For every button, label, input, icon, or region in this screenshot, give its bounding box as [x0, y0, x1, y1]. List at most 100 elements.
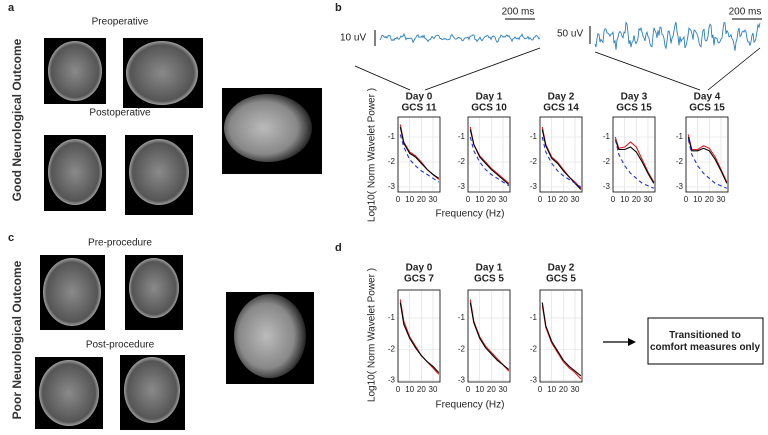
y-tick-label: -2 — [458, 157, 466, 166]
plot-frame — [539, 116, 583, 193]
x-tick-label: 0 — [538, 385, 543, 394]
x-tick-label: 30 — [429, 195, 438, 204]
y-tick-label: -3 — [388, 376, 396, 385]
plot-title: Day 0 — [406, 92, 433, 103]
x-tick-label: 10 — [475, 195, 484, 204]
spectrum-line — [399, 134, 440, 183]
x-tick-label: 10 — [405, 195, 414, 204]
x-tick-label: 0 — [396, 195, 401, 204]
y-tick-label: -1 — [530, 313, 538, 322]
image-caption: Pre-procedure — [88, 238, 152, 249]
panel-label: d — [335, 242, 342, 254]
y-axis-label: Log10( Norm Wavelet Power ) — [367, 268, 378, 402]
plot-title: GCS 14 — [543, 103, 579, 114]
plot-frame — [612, 116, 656, 193]
x-tick-label: 0 — [466, 195, 471, 204]
note: Transitioned to comfort measures only — [650, 330, 760, 353]
x-tick-label: 30 — [499, 195, 508, 204]
x-tick-label: 30 — [717, 195, 726, 204]
ct-images — [44, 38, 322, 215]
x-tick-label: 20 — [632, 195, 641, 204]
plot-frame — [467, 116, 511, 193]
x-tick-label: 30 — [499, 385, 508, 394]
spectrum-line — [614, 139, 655, 184]
image-caption: Post-procedure — [86, 340, 155, 351]
plot-title: GCS 5 — [474, 274, 504, 285]
plot-frame — [397, 116, 441, 193]
connector-lines — [354, 47, 761, 91]
x-tick-label: 0 — [466, 385, 471, 394]
y-tick-label: -1 — [388, 132, 396, 141]
x-tick-label: 20 — [487, 195, 496, 204]
x-tick-label: 30 — [644, 195, 653, 204]
plot-title: Day 1 — [476, 263, 503, 274]
x-tick-label: 10 — [547, 385, 556, 394]
panel-label: b — [335, 2, 342, 14]
y-tick-label: -1 — [388, 313, 396, 322]
y-tick-label: -1 — [458, 132, 466, 141]
y-tick-label: -3 — [530, 182, 538, 191]
plot-frame — [467, 289, 511, 383]
plot-frame — [685, 116, 729, 193]
plot-title: Day 3 — [621, 92, 648, 103]
plot-title: GCS 15 — [616, 103, 652, 114]
image-caption: Preoperative — [92, 17, 149, 28]
x-tick-label: 0 — [684, 195, 689, 204]
ct-images — [35, 255, 314, 430]
x-tick-label: 20 — [559, 385, 568, 394]
x-tick-label: 20 — [417, 385, 426, 394]
plot-title: GCS 15 — [689, 103, 725, 114]
y-tick-label: -1 — [603, 132, 611, 141]
x-tick-label: 20 — [417, 195, 426, 204]
y-tick-label: -2 — [530, 344, 538, 353]
x-tick-label: 20 — [487, 385, 496, 394]
plot-title: GCS 7 — [404, 274, 434, 285]
y-tick-label: -3 — [458, 376, 466, 385]
plot-frame — [397, 289, 441, 383]
y-tick-label: -3 — [388, 182, 396, 191]
spectrum-line — [469, 129, 510, 185]
plot-title: GCS 5 — [546, 274, 576, 285]
y-tick-label: -3 — [530, 376, 538, 385]
row-label: Poor Neurological Outcome — [10, 260, 24, 419]
scale-amplitude: 10 uV — [340, 33, 366, 44]
x-tick-label: 30 — [571, 385, 580, 394]
spectrum-line — [687, 139, 728, 189]
x-tick-label: 10 — [547, 195, 556, 204]
plot-title: Day 2 — [548, 92, 575, 103]
y-tick-label: -1 — [458, 313, 466, 322]
plot-frame — [539, 289, 583, 383]
arrow-head — [628, 338, 636, 346]
x-tick-label: 10 — [475, 385, 484, 394]
spectrum-line — [614, 136, 655, 183]
plot-title: Day 4 — [694, 92, 721, 103]
spectrum-line — [541, 126, 582, 189]
plot-title: Day 2 — [548, 263, 575, 274]
y-tick-label: -3 — [458, 182, 466, 191]
y-tick-label: -2 — [676, 157, 684, 166]
x-tick-label: 10 — [693, 195, 702, 204]
x-tick-label: 30 — [429, 385, 438, 394]
y-tick-label: -2 — [388, 157, 396, 166]
scale-time: 200 ms — [729, 7, 762, 18]
scale-time: 200 ms — [502, 7, 535, 18]
spectrum-line — [541, 302, 582, 377]
y-axis-label: Log10( Norm Wavelet Power ) — [367, 88, 378, 222]
plot-title: Day 1 — [476, 92, 503, 103]
spectrum-line — [541, 136, 582, 188]
eeg-trace — [379, 32, 541, 44]
y-tick-label: -3 — [676, 182, 684, 191]
row-label: Good Neurological Outcome — [10, 38, 24, 201]
x-tick-label: 20 — [559, 195, 568, 204]
plot-title: GCS 10 — [471, 103, 507, 114]
x-tick-label: 10 — [405, 385, 414, 394]
y-tick-label: -2 — [458, 344, 466, 353]
x-tick-label: 0 — [396, 385, 401, 394]
y-tick-label: -2 — [603, 157, 611, 166]
spectrum-line — [469, 136, 510, 187]
panel-label: c — [8, 232, 14, 244]
y-tick-label: -1 — [676, 132, 684, 141]
plot-title: Day 0 — [406, 263, 433, 274]
eeg-trace — [594, 21, 761, 51]
